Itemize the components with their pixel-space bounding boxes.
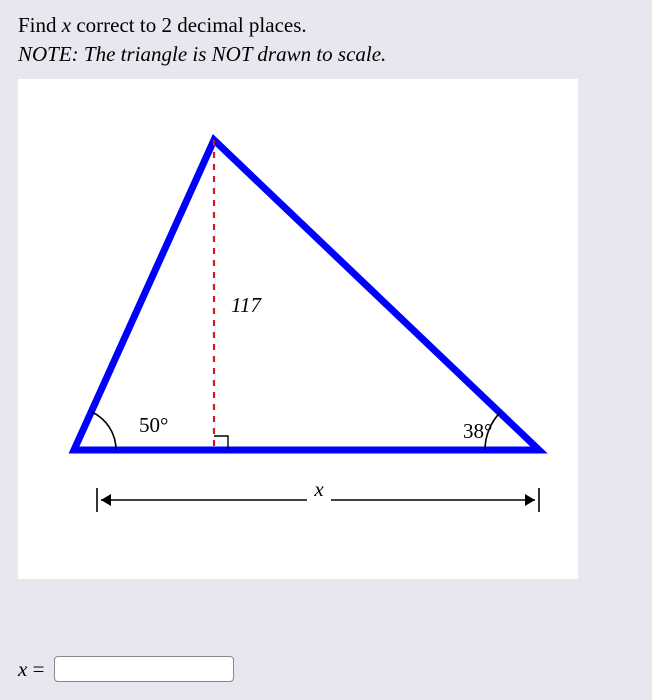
triangle-diagram: 50° 38° 117 x bbox=[19, 80, 579, 580]
answer-label: x = bbox=[18, 657, 44, 682]
altitude-label: 117 bbox=[231, 293, 262, 317]
prompt-prefix: Find bbox=[18, 13, 62, 37]
answer-input[interactable] bbox=[54, 656, 234, 682]
x-dimension: x bbox=[97, 477, 539, 512]
prompt-area: Find x correct to 2 decimal places. NOTE… bbox=[0, 0, 652, 79]
dim-arrow-right bbox=[525, 494, 535, 506]
prompt-suffix: correct to 2 decimal places. bbox=[71, 13, 307, 37]
angle-arc-left bbox=[91, 411, 116, 449]
dim-label: x bbox=[313, 477, 324, 501]
triangle-outline bbox=[74, 140, 539, 450]
answer-var: x bbox=[18, 657, 27, 681]
dim-arrow-left bbox=[101, 494, 111, 506]
prompt-line2: NOTE: The triangle is NOT drawn to scale… bbox=[18, 41, 634, 68]
angle-label-right: 38° bbox=[463, 419, 492, 443]
prompt-variable: x bbox=[62, 13, 71, 37]
answer-equals: = bbox=[33, 657, 45, 681]
answer-area: x = bbox=[18, 656, 234, 682]
angle-label-left: 50° bbox=[139, 413, 168, 437]
figure-panel: 50° 38° 117 x bbox=[18, 79, 578, 579]
prompt-line1: Find x correct to 2 decimal places. bbox=[18, 12, 634, 39]
